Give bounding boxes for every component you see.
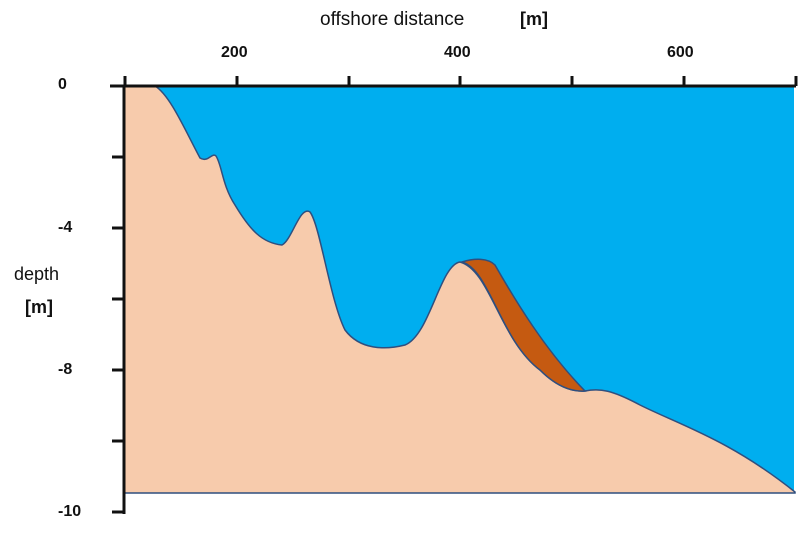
x-tick-400: 400 [444, 44, 471, 61]
x-axis-title: offshore distance [320, 9, 465, 30]
y-axis-ticks [112, 84, 124, 514]
y-tick-0: 0 [58, 76, 67, 93]
seabed-area [123, 85, 796, 494]
y-axis-title: depth [14, 264, 60, 284]
y-tick-minus8: -8 [58, 361, 73, 378]
y-tick-minus10: -10 [58, 503, 82, 520]
x-tick-200: 200 [221, 44, 248, 61]
y-tick-minus4: -4 [58, 219, 73, 236]
y-axis-unit: [m] [25, 297, 53, 317]
deposit-layer [459, 258, 587, 392]
x-axis-ticks [123, 76, 798, 86]
x-tick-600: 600 [667, 44, 694, 61]
x-axis-unit: [m] [520, 9, 548, 29]
